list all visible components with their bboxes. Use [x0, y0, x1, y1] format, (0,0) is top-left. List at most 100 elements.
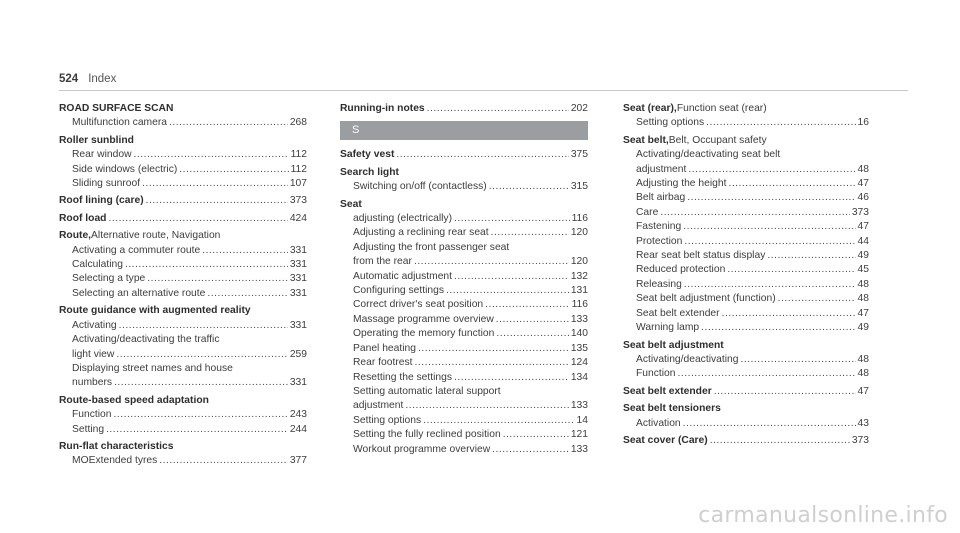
index-entry-heading: Search light	[340, 166, 588, 180]
index-subentry: Correct driver's seat position 116	[340, 298, 588, 312]
index-subentry-continued: Activating/deactivating seat belt	[623, 148, 869, 162]
index-subentry: Reduced protection 45	[623, 263, 869, 277]
index-term: ROAD SURFACE SCAN	[59, 103, 174, 114]
index-subterm: Fastening	[636, 221, 682, 233]
index-subterm: Switching on/off (contactless)	[353, 181, 487, 193]
index-entry-heading: Route, Alternative route, Navigation	[59, 229, 307, 243]
dot-leader	[418, 342, 569, 356]
dot-leader	[706, 116, 855, 130]
index-subentry: Care 373	[623, 206, 869, 220]
page-reference: 131	[570, 285, 588, 297]
index-subterm: light view	[72, 348, 115, 360]
page-reference: 116	[571, 213, 588, 225]
page-reference: 47	[857, 178, 869, 190]
index-subentry: Warning lamp 49	[623, 321, 869, 335]
index-subentry: Releasing 48	[623, 278, 869, 292]
page-reference: 268	[289, 117, 307, 129]
dot-leader	[169, 116, 288, 130]
index-subterm: adjusting (electrically)	[353, 213, 453, 225]
index-subterm: Setting options	[636, 117, 705, 129]
page-reference: 44	[857, 235, 869, 247]
index-term: Run-flat characteristics	[59, 440, 174, 452]
index-entry-heading: Route-based speed adaptation	[59, 394, 307, 408]
dot-leader	[778, 292, 856, 306]
index-entry: Search light Switching on/off (contactles…	[340, 166, 588, 195]
index-subterm: adjustment	[636, 163, 687, 175]
index-subentry: Switching on/off (contactless) 315	[340, 180, 588, 194]
index-subentry-continued: Displaying street names and house	[59, 362, 307, 376]
page-reference: 315	[570, 181, 588, 193]
index-subentry-continued: Adjusting the front passenger seat	[340, 241, 588, 255]
index-subentry: Panel heating 135	[340, 342, 588, 356]
index-subterm: Correct driver's seat position	[353, 299, 484, 311]
dot-leader	[134, 148, 289, 162]
page-reference: 377	[289, 455, 307, 467]
page-reference: 16	[857, 117, 869, 129]
page-reference: 331	[289, 259, 307, 271]
index-subterm: Setting	[72, 423, 105, 435]
dot-leader	[701, 321, 855, 335]
index-term: Route,	[59, 230, 92, 242]
index-subentry: adjustment 133	[340, 399, 588, 413]
index-term: Route-based speed adaptation	[59, 394, 209, 406]
dot-leader	[722, 307, 856, 321]
dot-leader	[727, 263, 855, 277]
index-subentry: from the rear 120	[340, 255, 588, 269]
page-reference: 244	[289, 423, 307, 435]
dot-leader	[454, 270, 569, 284]
index-subterm: Calculating	[72, 259, 123, 271]
index-subentry: Fastening 47	[623, 220, 869, 234]
index-column-1: ROAD SURFACE SCAN Multifunction camera 268…	[59, 102, 307, 472]
index-entry-heading: Roller sunblind	[59, 134, 307, 148]
page-reference: 259	[289, 348, 307, 360]
index-term: Seat belt,	[623, 134, 669, 146]
page-reference: 14	[576, 414, 588, 426]
dot-leader	[202, 244, 288, 258]
index-subterm: Seat belt adjustment (function)	[636, 293, 776, 305]
index-subterm: Protection	[636, 235, 683, 247]
dot-leader	[496, 313, 569, 327]
index-term: Route guidance with augmented reality	[59, 305, 251, 317]
index-entry-heading: Seat belt extender 47	[623, 385, 869, 399]
index-subentry: Function 243	[59, 408, 307, 422]
page-reference: 331	[289, 319, 307, 331]
index-subterm: from the rear	[353, 256, 412, 268]
dot-leader	[491, 226, 569, 240]
page-reference: 243	[289, 409, 307, 421]
index-subterm: Side windows (electric)	[72, 163, 178, 175]
index-subentry: Configuring settings 131	[340, 284, 588, 298]
dot-leader	[683, 220, 855, 234]
dot-leader	[503, 428, 569, 442]
index-entry-heading: Roof load 424	[59, 212, 307, 226]
index-subentry: numbers 331	[59, 376, 307, 390]
page-reference: 47	[857, 385, 869, 397]
page-reference: 424	[289, 212, 307, 224]
watermark: carmanualsonline.info	[698, 503, 948, 528]
index-subterm: Selecting an alternative route	[72, 287, 206, 299]
page-reference: 331	[289, 377, 307, 389]
dot-leader	[405, 399, 568, 413]
index-entry: Run-flat characteristics MOExtended tyres…	[59, 440, 307, 469]
page-reference: 202	[570, 103, 588, 114]
index-subentry: Rear window 112	[59, 148, 307, 162]
index-term: Roof lining (care)	[59, 195, 144, 207]
page-reference: 331	[289, 273, 307, 285]
dot-leader	[146, 194, 288, 208]
index-entry: Roof load 424	[59, 212, 307, 226]
page-reference: 45	[857, 264, 869, 276]
index-subentry: adjustment 48	[623, 163, 869, 177]
dot-leader	[142, 177, 288, 191]
index-entry: Running-in notes 202	[340, 102, 588, 116]
index-subterm: Operating the memory function	[353, 328, 495, 340]
page-reference: 133	[570, 443, 588, 455]
index-entry: ROAD SURFACE SCAN Multifunction camera 268	[59, 102, 307, 131]
index-subentry-continued: Setting automatic lateral support	[340, 385, 588, 399]
index-subterm: Activating/deactivating the traffic	[72, 334, 220, 346]
index-subterm: Function	[72, 409, 112, 421]
dot-leader	[454, 371, 569, 385]
index-entry: Seat belt adjustment Activating/deactivat…	[623, 339, 869, 382]
page-reference: 47	[857, 221, 869, 233]
index-subentry: Operating the memory function 140	[340, 327, 588, 341]
dot-leader	[740, 353, 855, 367]
